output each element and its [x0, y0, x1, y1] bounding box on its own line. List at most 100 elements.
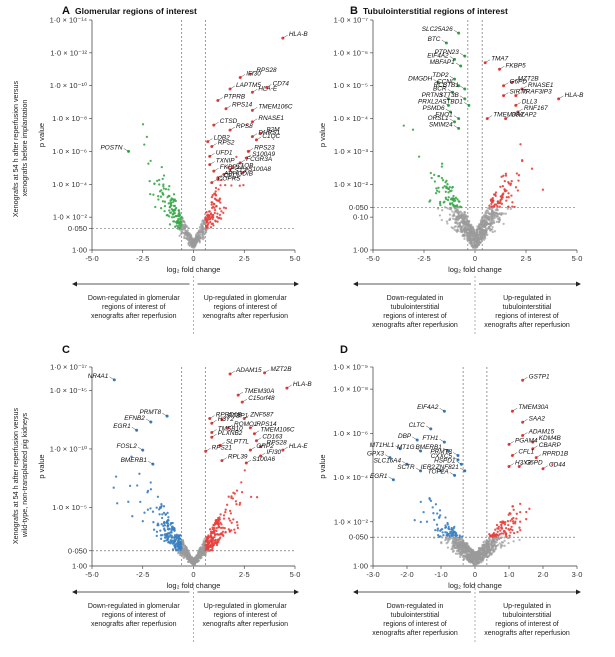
data-point — [413, 519, 416, 522]
data-point — [446, 222, 449, 225]
y-tick-label: 1·0 × 10⁻⁸ — [52, 114, 87, 123]
data-point — [433, 180, 437, 183]
data-point — [170, 521, 173, 525]
gene-label: HLA-E — [289, 443, 309, 450]
data-point — [130, 455, 133, 458]
data-point — [468, 241, 471, 244]
data-point — [446, 207, 449, 210]
data-point — [146, 508, 150, 511]
data-point — [438, 515, 441, 519]
data-point — [170, 529, 173, 533]
data-point — [496, 217, 500, 220]
gene-leader — [219, 442, 225, 446]
data-point — [187, 560, 190, 564]
data-point — [206, 545, 210, 548]
data-point — [483, 235, 486, 238]
data-point — [436, 512, 439, 515]
data-point — [463, 545, 467, 548]
y-tick-label: 1·0 × 10⁻¹⁰ — [50, 444, 87, 453]
data-point — [452, 205, 455, 208]
data-point — [477, 555, 481, 558]
gene-leader — [459, 467, 465, 472]
gene-label: IFI30 — [266, 449, 281, 456]
gene-label: MBFAP1 — [430, 59, 456, 66]
data-point — [489, 229, 492, 232]
data-point — [456, 544, 459, 548]
data-point — [487, 542, 490, 546]
data-point — [141, 123, 145, 126]
data-point — [452, 199, 455, 203]
gene-label: DMGDH — [408, 75, 433, 82]
data-point — [167, 202, 170, 205]
data-point — [213, 202, 216, 206]
data-point — [444, 524, 447, 527]
data-point — [467, 224, 470, 227]
gene-leader — [433, 79, 439, 83]
gene-label: ADAM15 — [528, 429, 555, 436]
data-point — [173, 536, 176, 539]
data-point — [238, 501, 242, 505]
data-point — [477, 239, 480, 243]
gene-leader — [443, 102, 449, 106]
gene-leader — [217, 97, 223, 101]
data-point — [202, 545, 205, 548]
data-point — [437, 186, 440, 189]
data-point — [437, 533, 440, 537]
gene-label: SLPT7L — [226, 438, 250, 445]
data-point — [435, 187, 438, 190]
point-cloud — [402, 124, 545, 251]
data-point — [487, 217, 490, 220]
gene-label: TOP2A — [428, 468, 449, 475]
x-tick-label: -2·5 — [417, 254, 430, 263]
data-point — [222, 211, 225, 215]
gene-leader — [485, 59, 491, 63]
data-point — [188, 235, 191, 238]
data-point — [181, 218, 184, 221]
data-point — [463, 213, 466, 216]
gene-leader — [211, 179, 217, 183]
gene-label: CFL1 — [518, 448, 534, 455]
gene-leader — [388, 476, 394, 480]
data-point — [128, 484, 132, 488]
data-point — [530, 167, 534, 170]
data-point — [477, 243, 481, 246]
gene-leader — [487, 115, 493, 119]
gene-label: CD74 — [273, 80, 290, 87]
gene-leader — [221, 457, 227, 461]
data-point — [186, 238, 190, 242]
y-tick-label: 1·0 × 10⁻⁴ — [333, 114, 368, 123]
gene-label: PLXNB2 — [218, 430, 243, 437]
row-label-top-line1: Xenografts at 54 h after reperfusion ver… — [11, 80, 20, 217]
data-point — [515, 172, 519, 175]
data-point — [512, 508, 515, 511]
x-tick-label: -5·0 — [85, 570, 98, 579]
data-point — [243, 469, 246, 472]
data-point — [162, 505, 166, 508]
data-point — [147, 162, 150, 165]
gene-leader — [536, 454, 542, 458]
data-point — [428, 496, 431, 500]
data-point — [211, 542, 214, 546]
gene-label: PRMT8 — [139, 409, 161, 416]
data-point — [448, 534, 451, 538]
gene-leader — [227, 424, 233, 429]
data-point — [504, 527, 508, 530]
data-point — [440, 541, 443, 544]
gene-label: MZT2B — [271, 366, 293, 373]
data-point — [488, 545, 491, 549]
data-point — [467, 222, 471, 226]
gene-label: FTH1 — [422, 435, 438, 442]
data-point — [240, 481, 243, 484]
y-tick-label: 1·0 × 10⁻⁵ — [52, 503, 87, 512]
data-point — [470, 555, 473, 558]
data-point — [496, 543, 500, 547]
gene-leader — [449, 75, 455, 80]
gene-label: LAPTM5 — [236, 82, 261, 89]
panel-B: B Tubulointerstitial regions of interest -… — [318, 5, 584, 334]
gene-label: STT3B — [439, 92, 460, 99]
data-point — [440, 162, 444, 165]
data-point — [498, 201, 501, 205]
data-point — [148, 179, 151, 183]
data-point — [169, 542, 172, 545]
